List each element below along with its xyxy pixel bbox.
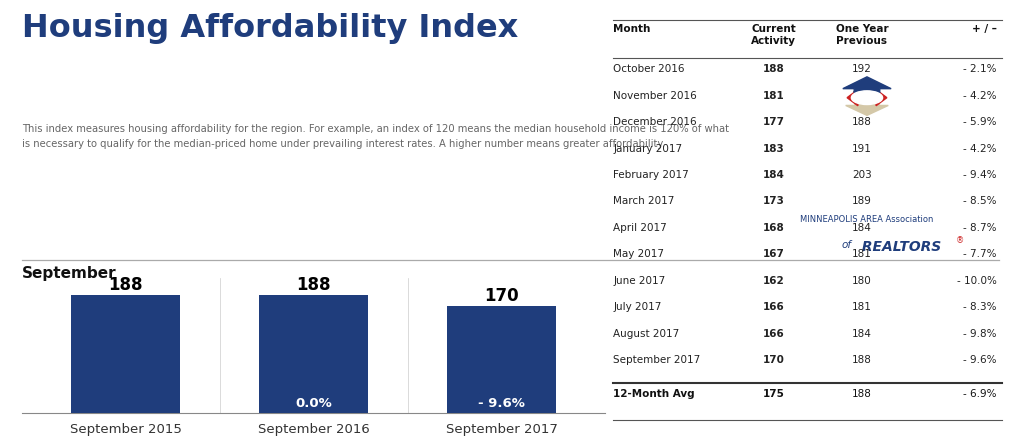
Text: One Year
Previous: One Year Previous: [836, 24, 888, 46]
Text: 189: 189: [852, 91, 872, 101]
Bar: [260, 294, 368, 413]
Text: - 4.2%: - 4.2%: [963, 91, 997, 101]
Text: 167: 167: [763, 250, 785, 259]
Text: - 4.2%: - 4.2%: [963, 144, 997, 154]
Text: December 2016: December 2016: [613, 117, 697, 127]
Text: + / –: + / –: [971, 24, 997, 35]
Text: 170: 170: [485, 287, 519, 305]
Text: 168: 168: [763, 223, 785, 233]
Text: 170: 170: [763, 355, 785, 365]
Text: 173: 173: [763, 196, 785, 206]
Text: - 2.1%: - 2.1%: [963, 64, 997, 75]
Text: September: September: [22, 266, 117, 281]
Text: - 8.5%: - 8.5%: [963, 196, 997, 206]
Text: 188: 188: [852, 355, 872, 365]
Text: ®: ®: [956, 236, 964, 245]
Text: of: of: [842, 240, 852, 250]
Text: 162: 162: [763, 276, 785, 286]
Text: 188: 188: [108, 276, 143, 293]
Text: 181: 181: [852, 302, 872, 312]
Text: 181: 181: [852, 250, 872, 259]
Text: 166: 166: [763, 329, 785, 339]
Text: July 2017: July 2017: [613, 302, 662, 312]
Text: - 9.4%: - 9.4%: [963, 170, 997, 180]
Text: REALTORS: REALTORS: [857, 240, 941, 254]
Text: 166: 166: [763, 302, 785, 312]
Text: 203: 203: [852, 170, 872, 180]
Text: January 2017: January 2017: [613, 144, 682, 154]
Text: - 5.9%: - 5.9%: [963, 117, 997, 127]
Text: August 2017: August 2017: [613, 329, 679, 339]
Text: 188: 188: [852, 117, 872, 127]
Text: - 8.3%: - 8.3%: [963, 302, 997, 312]
Text: 184: 184: [852, 223, 872, 233]
Text: 12-Month Avg: 12-Month Avg: [613, 388, 695, 399]
Text: Housing Affordability Index: Housing Affordability Index: [22, 13, 518, 44]
Text: February 2017: February 2017: [613, 170, 690, 180]
Text: MINNEAPOLIS AREA Association: MINNEAPOLIS AREA Association: [800, 215, 934, 224]
Text: - 9.8%: - 9.8%: [963, 329, 997, 339]
Text: - 10.0%: - 10.0%: [957, 276, 997, 286]
Text: November 2016: November 2016: [613, 91, 698, 101]
Text: 188: 188: [296, 276, 332, 293]
Text: 183: 183: [763, 144, 785, 154]
Text: 192: 192: [852, 64, 872, 75]
Text: Current
Activity: Current Activity: [751, 24, 796, 46]
Text: Month: Month: [613, 24, 651, 35]
Bar: [71, 294, 180, 413]
Text: 180: 180: [852, 276, 872, 286]
Text: This index measures housing affordability for the region. For example, an index : This index measures housing affordabilit…: [22, 124, 729, 149]
Text: 191: 191: [852, 144, 872, 154]
Text: - 9.6%: - 9.6%: [963, 355, 997, 365]
Text: June 2017: June 2017: [613, 276, 666, 286]
Text: - 7.7%: - 7.7%: [963, 250, 997, 259]
Text: 184: 184: [852, 329, 872, 339]
Text: May 2017: May 2017: [613, 250, 664, 259]
Text: October 2016: October 2016: [613, 64, 685, 75]
Text: September 2017: September 2017: [613, 355, 701, 365]
Text: - 9.6%: - 9.6%: [479, 397, 525, 410]
Text: 177: 177: [763, 117, 785, 127]
Text: 188: 188: [763, 64, 785, 75]
Text: 175: 175: [763, 388, 785, 399]
Bar: [447, 306, 557, 413]
Text: - 8.7%: - 8.7%: [963, 223, 997, 233]
Text: April 2017: April 2017: [613, 223, 667, 233]
Text: 0.0%: 0.0%: [295, 397, 333, 410]
Text: 189: 189: [852, 196, 872, 206]
Text: 188: 188: [852, 388, 872, 399]
Text: March 2017: March 2017: [613, 196, 675, 206]
Text: 181: 181: [763, 91, 785, 101]
Text: 184: 184: [763, 170, 785, 180]
Text: - 6.9%: - 6.9%: [963, 388, 997, 399]
